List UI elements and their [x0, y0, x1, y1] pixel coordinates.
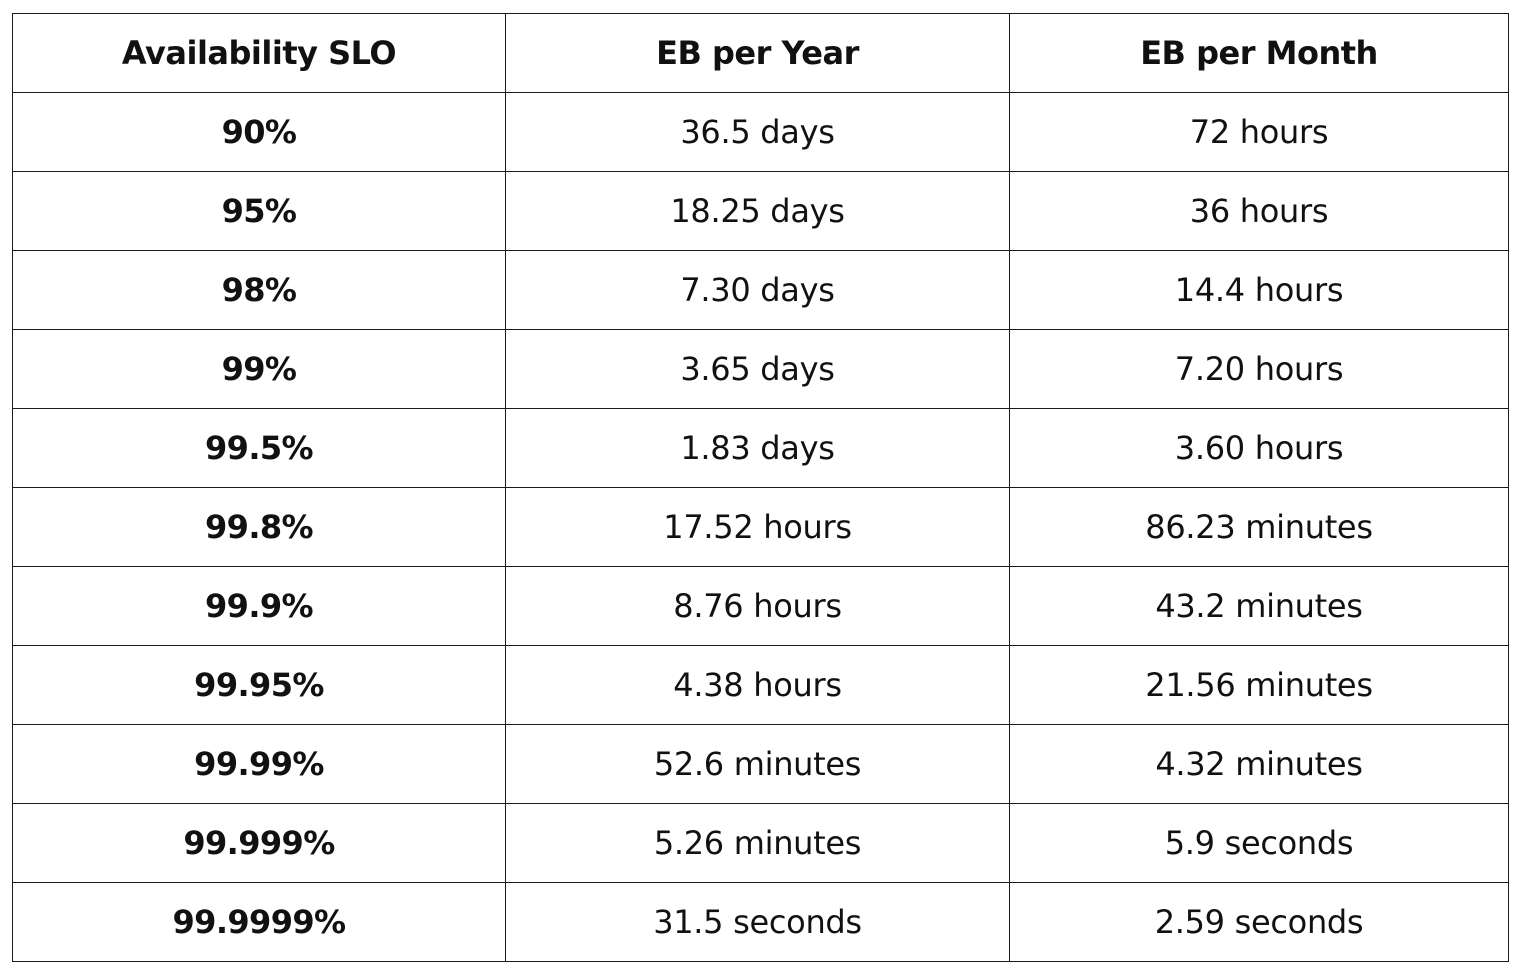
eb-year-cell: 31.5 seconds [505, 882, 1010, 962]
table-row: 99.999% 5.26 minutes 5.9 seconds [12, 803, 1509, 883]
eb-month-cell: 4.32 minutes [1009, 724, 1509, 804]
eb-month-cell: 5.9 seconds [1009, 803, 1509, 883]
slo-cell: 99.95% [12, 645, 506, 725]
slo-cell: 99.9% [12, 566, 506, 646]
eb-month-cell: 21.56 minutes [1009, 645, 1509, 725]
eb-year-cell: 5.26 minutes [505, 803, 1010, 883]
slo-cell: 99.5% [12, 408, 506, 488]
eb-month-cell: 3.60 hours [1009, 408, 1509, 488]
slo-cell: 90% [12, 92, 506, 172]
table-row: 90% 36.5 days 72 hours [12, 92, 1509, 172]
table-row: 99.9% 8.76 hours 43.2 minutes [12, 566, 1509, 646]
eb-year-cell: 4.38 hours [505, 645, 1010, 725]
eb-year-cell: 7.30 days [505, 250, 1010, 330]
eb-month-cell: 2.59 seconds [1009, 882, 1509, 962]
eb-year-cell: 18.25 days [505, 171, 1010, 251]
eb-month-cell: 36 hours [1009, 171, 1509, 251]
eb-month-cell: 72 hours [1009, 92, 1509, 172]
slo-cell: 99% [12, 329, 506, 409]
slo-cell: 95% [12, 171, 506, 251]
eb-year-cell: 36.5 days [505, 92, 1010, 172]
slo-cell: 99.8% [12, 487, 506, 567]
slo-cell: 99.999% [12, 803, 506, 883]
header-row: Availability SLO EB per Year EB per Mont… [12, 13, 1509, 93]
eb-year-cell: 52.6 minutes [505, 724, 1010, 804]
slo-cell: 99.99% [12, 724, 506, 804]
table-row: 99.99% 52.6 minutes 4.32 minutes [12, 724, 1509, 804]
slo-cell: 98% [12, 250, 506, 330]
header-eb-per-year: EB per Year [505, 13, 1010, 93]
table-row: 99.5% 1.83 days 3.60 hours [12, 408, 1509, 488]
table-row: 99% 3.65 days 7.20 hours [12, 329, 1509, 409]
eb-year-cell: 1.83 days [505, 408, 1010, 488]
table-row: 98% 7.30 days 14.4 hours [12, 250, 1509, 330]
eb-month-cell: 14.4 hours [1009, 250, 1509, 330]
eb-year-cell: 8.76 hours [505, 566, 1010, 646]
table-row: 99.9999% 31.5 seconds 2.59 seconds [12, 882, 1509, 962]
table-row: 99.8% 17.52 hours 86.23 minutes [12, 487, 1509, 567]
eb-year-cell: 17.52 hours [505, 487, 1010, 567]
header-availability-slo: Availability SLO [12, 13, 506, 93]
table-row: 99.95% 4.38 hours 21.56 minutes [12, 645, 1509, 725]
eb-month-cell: 86.23 minutes [1009, 487, 1509, 567]
slo-cell: 99.9999% [12, 882, 506, 962]
eb-month-cell: 43.2 minutes [1009, 566, 1509, 646]
eb-month-cell: 7.20 hours [1009, 329, 1509, 409]
table-row: 95% 18.25 days 36 hours [12, 171, 1509, 251]
error-budget-table: Availability SLO EB per Year EB per Mont… [12, 13, 1509, 962]
eb-year-cell: 3.65 days [505, 329, 1010, 409]
header-eb-per-month: EB per Month [1009, 13, 1509, 93]
